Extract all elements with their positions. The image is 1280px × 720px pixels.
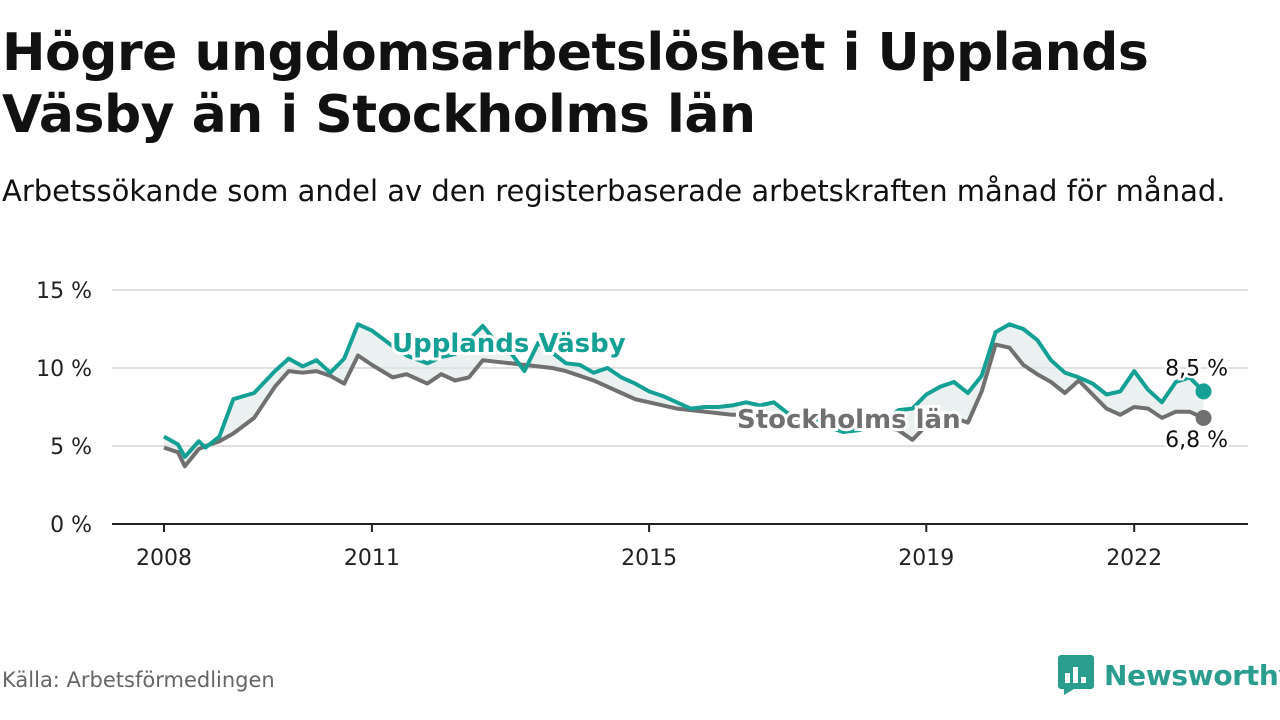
line-chart: 0 % 5 % 10 % 15 % 2008 2011 2015 2019 2022 8,5 … — [36, 279, 1248, 571]
x-tick-label: 2008 — [136, 546, 192, 571]
y-tick-label: 10 % — [36, 357, 92, 382]
end-point-upplands-vasby — [1195, 383, 1212, 400]
brand-name: Newsworthy — [1104, 658, 1280, 692]
source-note: Källa: Arbetsförmedlingen — [2, 668, 275, 692]
newsworthy-logo-icon — [1058, 655, 1094, 695]
x-tick-label: 2011 — [344, 546, 400, 571]
difference-area — [164, 324, 1204, 467]
brand-logo: Newsworthy — [1058, 653, 1280, 697]
difference-band — [164, 324, 1204, 467]
y-tick-label: 15 % — [36, 279, 92, 304]
x-tick-label: 2022 — [1106, 546, 1162, 571]
series-line-upplands-vasby — [163, 322, 1205, 459]
series-label-upplands-vasby: Upplands Väsby — [392, 329, 626, 359]
y-tick-label: 0 % — [50, 513, 92, 538]
chart-title: Högre ungdomsarbetslöshet i Upplands Väs… — [2, 23, 1149, 145]
x-axis: 2008 2011 2015 2019 2022 — [112, 523, 1248, 571]
series-labels: 8,5 % 6,8 % Upplands Väsby Stockholms län — [389, 326, 1231, 455]
x-tick-label: 2015 — [621, 546, 677, 571]
series-lines — [163, 322, 1205, 469]
y-axis-ticks: 0 % 5 % 10 % 15 % — [36, 279, 92, 538]
y-tick-label: 5 % — [50, 435, 92, 460]
end-label-stockholms-lan: 6,8 % — [1165, 428, 1228, 453]
series-label-stockholms-lan: Stockholms län — [737, 405, 961, 435]
chart-subtitle: Arbetssökande som andel av den registerb… — [2, 174, 1226, 208]
x-tick-label: 2019 — [898, 546, 954, 571]
end-label-upplands-vasby: 8,5 % — [1165, 356, 1228, 381]
end-point-stockholms-lan — [1195, 409, 1212, 426]
